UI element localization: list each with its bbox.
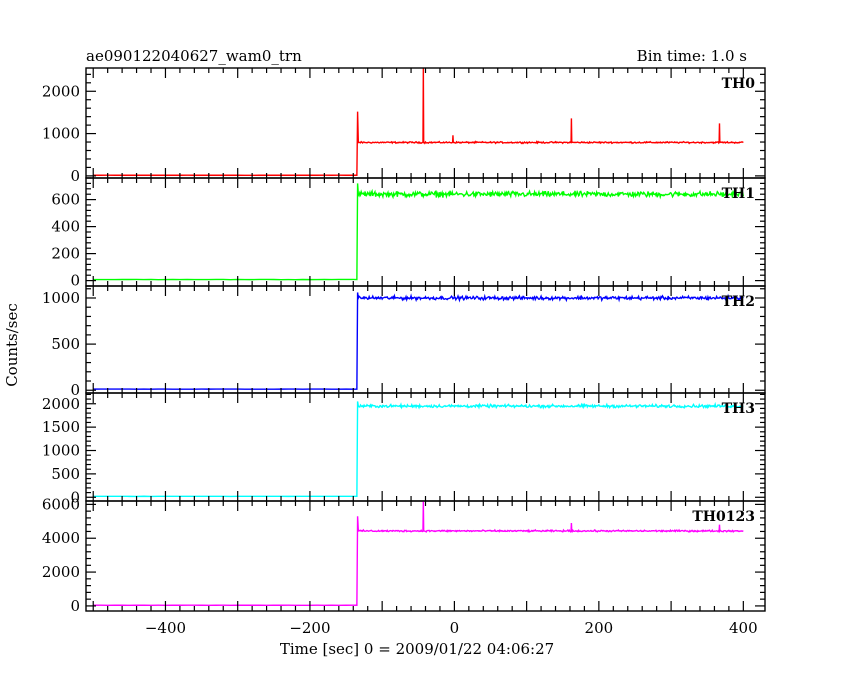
panel-frame bbox=[85, 500, 766, 612]
y-tick-label: 0 bbox=[70, 488, 80, 506]
bin-time-label: Bin time: 1.0 s bbox=[637, 47, 747, 65]
panel-label-th2: TH2 bbox=[722, 294, 755, 310]
x-tick-label: 400 bbox=[729, 619, 758, 637]
series-line-th1 bbox=[93, 183, 745, 281]
y-tick-label: 0 bbox=[70, 597, 80, 615]
panel-frame bbox=[85, 67, 766, 179]
series-line-th0 bbox=[93, 67, 744, 176]
y-tick-label: 4000 bbox=[42, 529, 80, 547]
series-line-th2 bbox=[93, 292, 744, 390]
y-tick-label: 500 bbox=[51, 335, 80, 353]
panel-th0: 0 1000 2000 TH0 bbox=[42, 67, 766, 185]
panel-label-th3: TH3 bbox=[722, 401, 755, 417]
panel-frame bbox=[85, 285, 766, 394]
y-tick-label: 400 bbox=[51, 218, 80, 236]
panel-label-th0123: TH0123 bbox=[692, 509, 755, 525]
y-tick-label: 0 bbox=[70, 167, 80, 185]
x-axis-label: Time [sec] 0 = 2009/01/22 04:06:27 bbox=[280, 640, 554, 658]
y-tick-label: 2000 bbox=[42, 563, 80, 581]
chart-title: ae090122040627_wam0_trn bbox=[86, 47, 302, 65]
panel-th1: 0 200 400 600 TH1 bbox=[51, 177, 766, 290]
y-tick-label: 1000 bbox=[42, 289, 80, 307]
x-tick-label: 200 bbox=[585, 619, 614, 637]
y-tick-label: 1500 bbox=[42, 418, 80, 436]
y-tick-label: 0 bbox=[70, 272, 80, 290]
y-tick-label: 2000 bbox=[42, 82, 80, 100]
x-tick-label: −200 bbox=[289, 619, 330, 637]
panel-th2: 0 500 1000 TH2 bbox=[42, 285, 766, 399]
series-line-th0123 bbox=[93, 500, 744, 606]
y-tick-label: 0 bbox=[70, 381, 80, 399]
x-tick-label: −400 bbox=[145, 619, 186, 637]
y-tick-label: 1000 bbox=[42, 125, 80, 143]
series-line-th3 bbox=[93, 401, 744, 498]
y-tick-label: 500 bbox=[51, 465, 80, 483]
panel-label-th0: TH0 bbox=[722, 76, 756, 92]
y-tick-label: 1000 bbox=[42, 442, 80, 460]
panel-frame bbox=[85, 392, 766, 502]
y-tick-label: 2000 bbox=[42, 395, 80, 413]
panel-label-th1: TH1 bbox=[722, 186, 755, 202]
y-tick-label: 200 bbox=[51, 245, 80, 263]
y-tick-label: 600 bbox=[51, 191, 80, 209]
y-tick-label: 6000 bbox=[42, 495, 80, 513]
x-tick-label: 0 bbox=[450, 619, 460, 637]
y-axis-label: Counts/sec bbox=[3, 303, 21, 387]
panel-th0123: 0 2000 4000 6000 TH0123 bbox=[42, 495, 766, 615]
panel-th3: 0 500 1000 1500 2000 TH3 bbox=[42, 392, 766, 506]
